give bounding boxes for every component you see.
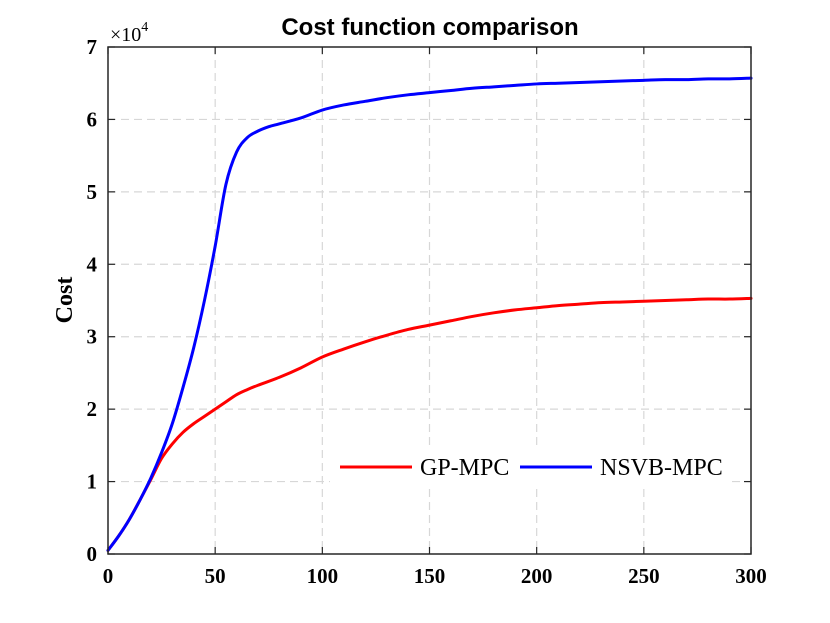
legend-label-gp-mpc: GP-MPC	[420, 455, 509, 481]
x-tick-label: 200	[521, 564, 553, 588]
y-multiplier: ×104	[110, 20, 148, 46]
axis-ticks: 0 50 100 150 200 250 300 0 1 2 3 4 5 6 7	[87, 35, 767, 588]
x-tick-label: 250	[628, 564, 660, 588]
y-tick-label: 1	[87, 470, 98, 494]
chart-title: Cost function comparison	[281, 14, 578, 41]
x-tick-label: 100	[307, 564, 339, 588]
y-multiplier-base: ×10	[110, 24, 141, 46]
series-lines	[106, 76, 753, 552]
y-tick-label: 2	[87, 397, 98, 421]
legend: GP-MPC NSVB-MPC	[330, 446, 730, 488]
series-line-nsvb-mpc	[106, 76, 753, 552]
y-tick-label: 4	[87, 252, 98, 276]
y-tick-label: 0	[87, 542, 98, 566]
legend-label-nsvb-mpc: NSVB-MPC	[600, 455, 723, 481]
y-multiplier-exponent: 4	[141, 20, 148, 35]
y-tick-label: 7	[87, 35, 98, 59]
x-tick-label: 300	[735, 564, 767, 588]
x-tick-label: 0	[103, 564, 114, 588]
x-tick-label: 50	[205, 564, 226, 588]
x-tick-label: 150	[414, 564, 446, 588]
y-tick-label: 6	[87, 107, 98, 131]
series-line-gp-mpc	[106, 296, 753, 552]
y-tick-label: 3	[87, 325, 98, 349]
y-tick-label: 5	[87, 180, 98, 204]
y-axis-label: Cost	[52, 277, 78, 324]
